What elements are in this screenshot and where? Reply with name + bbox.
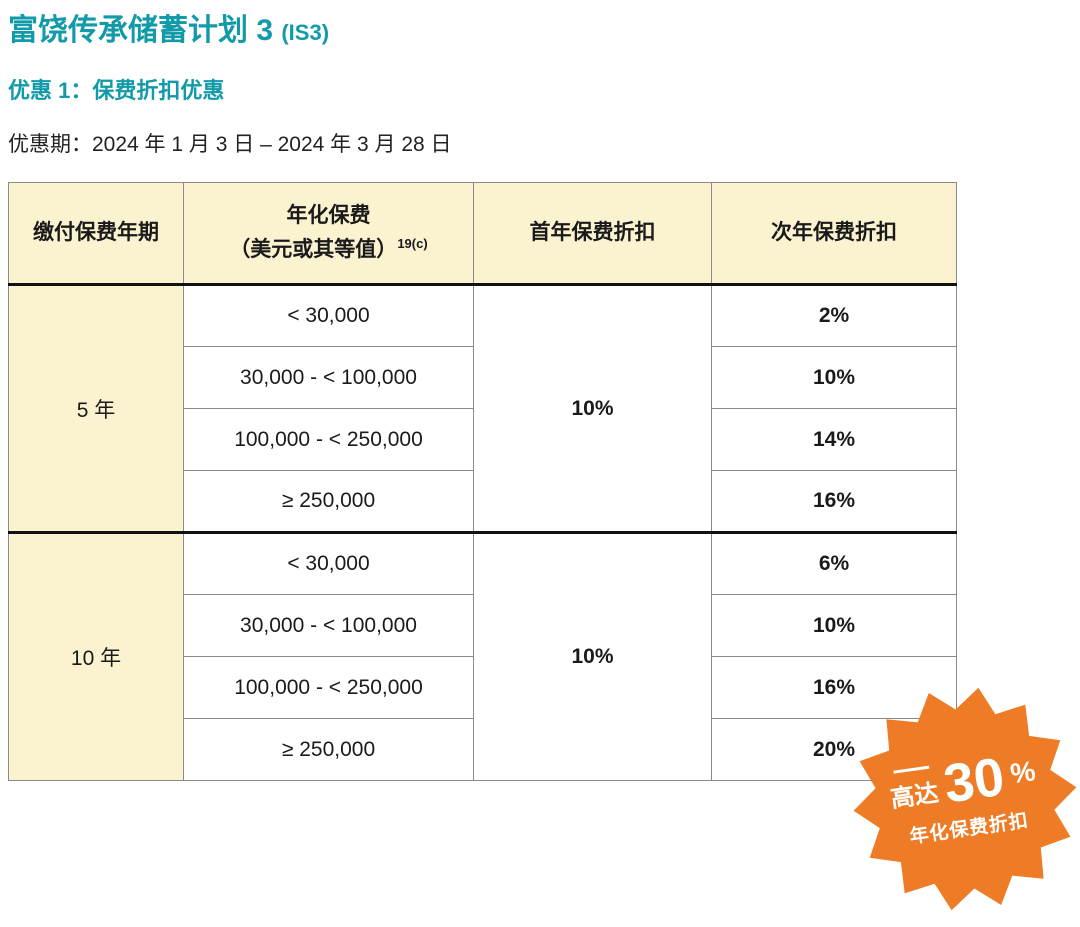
header-annualized-premium-line2: （美元或其等值）19(c) xyxy=(229,236,428,261)
document-page: 富饶传承储蓄计划 3 (IS3) 优惠 1：保费折扣优惠 优惠期：2024 年 … xyxy=(8,14,1080,781)
promo-badge-prefix: 高达 xyxy=(889,779,941,814)
table-row: 30,000 - < 100,000 10% xyxy=(9,594,957,657)
second-year-discount-cell: 6% xyxy=(711,531,957,595)
premium-band-cell: 30,000 - < 100,000 xyxy=(183,346,474,409)
payment-term-cell: 10 年 xyxy=(8,531,184,781)
second-year-discount-cell: 2% xyxy=(711,284,957,347)
premium-discount-table: 缴付保费年期 年化保费 （美元或其等值）19(c) 首年保费折扣 次年保费折扣 … xyxy=(8,182,957,781)
table-row: 30,000 - < 100,000 10% xyxy=(9,346,957,409)
first-year-discount-cell: 10% xyxy=(473,284,712,533)
header-payment-term: 缴付保费年期 xyxy=(8,182,184,286)
second-year-discount-cell: 14% xyxy=(711,408,957,471)
premium-band-cell: < 30,000 xyxy=(183,284,474,347)
second-year-discount-cell: 10% xyxy=(711,346,957,409)
premium-band-cell: ≥ 250,000 xyxy=(183,470,474,533)
footnote-reference: 19(c) xyxy=(397,236,428,251)
page-title-main: 富饶传承储蓄计划 3 xyxy=(8,14,282,47)
header-annualized-premium-line1: 年化保费 xyxy=(286,204,371,228)
dash-decoration xyxy=(892,765,929,774)
promo-badge-content: 高达 30 % 年化保费折扣 xyxy=(837,671,1080,926)
promo-badge-percent-sign: % xyxy=(1008,754,1038,790)
page-title-suffix: (IS3) xyxy=(281,20,330,45)
table-row: 5 年 < 30,000 10% 2% xyxy=(8,284,957,533)
table-row: ≥ 250,000 16% xyxy=(9,470,957,533)
payment-term-cell: 5 年 xyxy=(8,284,184,533)
premium-band-cell: < 30,000 xyxy=(183,531,474,595)
table-row: 100,000 - < 250,000 14% xyxy=(9,408,957,471)
table-row: 100,000 - < 250,000 16% xyxy=(9,656,957,719)
premium-band-cell: 100,000 - < 250,000 xyxy=(183,656,474,719)
starburst-icon xyxy=(853,687,1077,911)
promotion-period: 优惠期：2024 年 1 月 3 日 – 2024 年 3 月 28 日 xyxy=(8,133,452,156)
table-header-row: 缴付保费年期 年化保费 （美元或其等值）19(c) 首年保费折扣 次年保费折扣 xyxy=(8,182,957,286)
second-year-discount-cell: 16% xyxy=(711,470,957,533)
table-row: 10 年 < 30,000 10% 6% xyxy=(8,531,957,781)
second-year-discount-cell: 10% xyxy=(711,594,957,657)
promo-badge: 高达 30 % 年化保费折扣 xyxy=(852,686,1078,912)
header-annualized-premium: 年化保费 （美元或其等值）19(c) xyxy=(183,182,474,286)
header-first-year-discount: 首年保费折扣 xyxy=(473,182,712,286)
promo-badge-value: 30 xyxy=(940,746,1008,815)
section-title: 优惠 1：保费折扣优惠 xyxy=(8,78,225,103)
premium-band-cell: 30,000 - < 100,000 xyxy=(183,594,474,657)
header-second-year-discount: 次年保费折扣 xyxy=(711,182,957,286)
premium-band-cell: ≥ 250,000 xyxy=(183,718,474,781)
first-year-discount-cell: 10% xyxy=(473,531,712,781)
page-title: 富饶传承储蓄计划 3 (IS3) xyxy=(8,14,1080,47)
premium-band-cell: 100,000 - < 250,000 xyxy=(183,408,474,471)
promo-badge-prefix-wrap: 高达 xyxy=(887,765,941,814)
second-year-discount-cell: 16% xyxy=(711,656,957,719)
